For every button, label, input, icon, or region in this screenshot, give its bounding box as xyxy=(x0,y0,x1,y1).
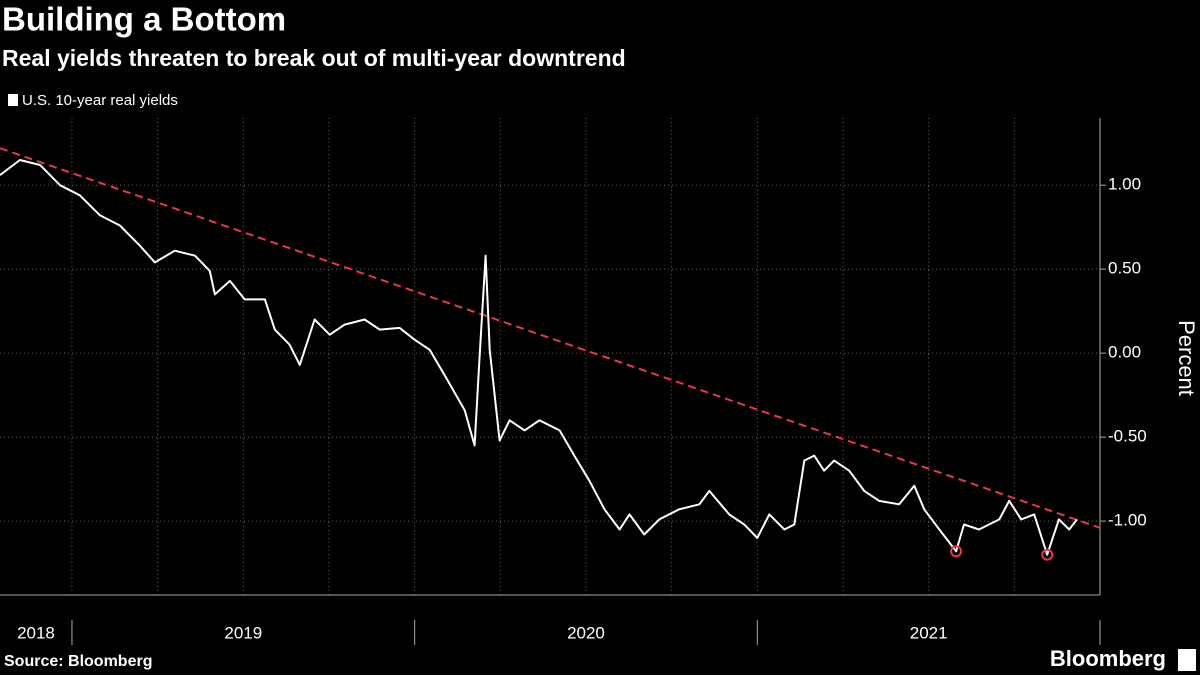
y-axis-label: Percent xyxy=(1174,320,1199,396)
x-tick-label: 2019 xyxy=(224,623,262,642)
x-tick-label: 2018 xyxy=(17,623,55,642)
chart-subtitle: Real yields threaten to break out of mul… xyxy=(2,45,626,71)
legend-label: U.S. 10-year real yields xyxy=(22,92,178,109)
highlight-marker xyxy=(950,545,963,558)
x-tick-label: 2021 xyxy=(910,623,948,642)
x-tick-label: 2020 xyxy=(567,623,605,642)
y-tick-label: 0.00 xyxy=(1108,343,1141,362)
chart-title: Building a Bottom xyxy=(2,1,286,38)
source: Source: Bloomberg xyxy=(4,653,152,670)
line-series xyxy=(0,159,1078,556)
legend-swatch xyxy=(8,94,18,106)
y-tick-label: 1.00 xyxy=(1108,175,1141,194)
brand-icon xyxy=(1178,649,1196,671)
highlight-marker xyxy=(1041,548,1054,561)
y-tick-label: -1.00 xyxy=(1108,511,1147,530)
brand: Bloomberg xyxy=(1050,646,1166,671)
y-tick-label: 0.50 xyxy=(1108,259,1141,278)
y-tick-label: -0.50 xyxy=(1108,427,1147,446)
trendline xyxy=(0,147,1101,529)
